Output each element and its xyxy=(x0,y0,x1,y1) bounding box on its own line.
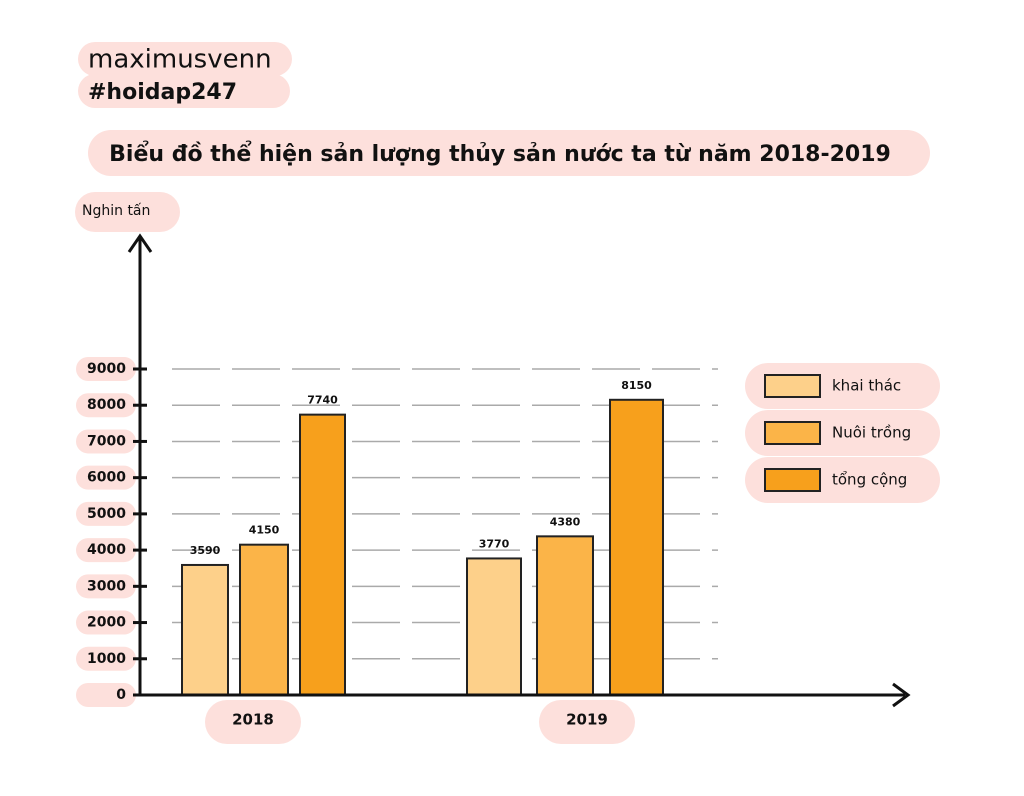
highlight xyxy=(75,192,180,232)
bar xyxy=(181,563,229,696)
plot: 0 1000 2000 3000 4000 5000 6000 7000 8000 9000 201… xyxy=(76,357,940,744)
value-label: 8150 xyxy=(621,379,652,392)
highlight xyxy=(76,501,136,526)
bar xyxy=(466,557,522,696)
y-tick-label: 5000 xyxy=(87,506,126,522)
y-tick-label: 1000 xyxy=(87,651,126,667)
highlight xyxy=(76,538,136,563)
x-tick-label: 2018 xyxy=(232,711,274,729)
highlight xyxy=(76,357,136,381)
y-tick-label: 4000 xyxy=(87,542,126,558)
y-tick-label: 8000 xyxy=(87,397,126,413)
highlight xyxy=(78,42,292,76)
value-label: 3770 xyxy=(479,537,510,550)
y-tick-label: 3000 xyxy=(87,578,126,594)
bar xyxy=(609,398,664,696)
highlight xyxy=(205,700,301,744)
y-tick-label: 2000 xyxy=(87,615,126,631)
x-arrow xyxy=(892,682,911,708)
legend-swatch xyxy=(764,468,821,492)
value-label: 3590 xyxy=(190,544,221,557)
highlight xyxy=(76,610,136,635)
y-tick-label: 7000 xyxy=(87,433,126,449)
y-tick-label: 0 xyxy=(116,687,126,703)
highlight xyxy=(76,574,136,599)
bar xyxy=(536,535,594,697)
value-label: 4150 xyxy=(249,524,280,537)
legend-swatch xyxy=(764,421,821,445)
y-axis-label: Nghin tấn xyxy=(82,203,150,219)
bar xyxy=(239,543,289,697)
legend-swatch xyxy=(764,374,821,398)
highlight xyxy=(76,646,136,671)
highlight xyxy=(76,683,136,707)
legend-label: tổng cộng xyxy=(832,471,907,489)
y-tick-label: 9000 xyxy=(87,361,126,377)
highlight xyxy=(88,130,930,176)
author: maximusvenn xyxy=(88,45,272,75)
x-tick-label: 2019 xyxy=(566,711,608,729)
highlight xyxy=(76,465,136,490)
bar xyxy=(299,413,346,696)
chart-title: Biểu đồ thể hiện sản lượng thủy sản nước… xyxy=(109,141,891,167)
highlight xyxy=(78,74,290,108)
y-tick-label: 6000 xyxy=(87,470,126,486)
value-label: 4380 xyxy=(550,515,581,528)
highlight xyxy=(76,429,136,454)
legend-label: khai thác xyxy=(832,377,901,395)
highlight xyxy=(539,700,635,744)
tag: #hoidap247 xyxy=(88,80,237,105)
highlight xyxy=(76,393,136,418)
y-arrow xyxy=(127,233,153,253)
value-label: 7740 xyxy=(307,394,338,407)
legend-label: Nuôi trồng xyxy=(832,424,911,442)
